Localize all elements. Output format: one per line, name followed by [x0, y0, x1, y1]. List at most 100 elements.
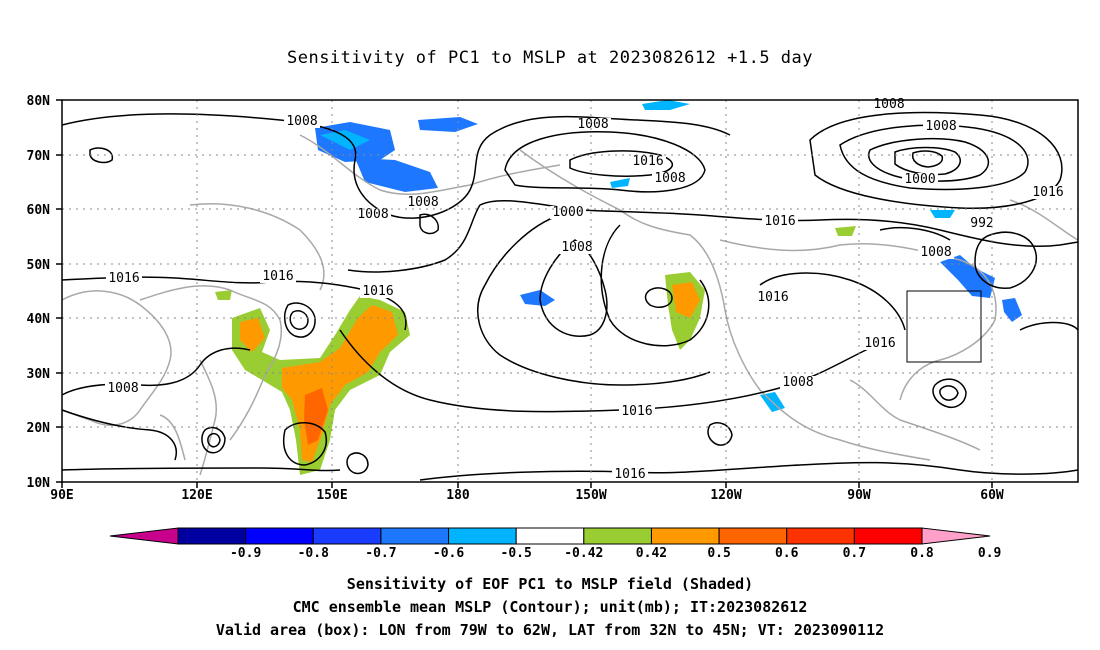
shade-blob — [930, 210, 955, 218]
lon-tick-label: 120E — [181, 488, 212, 503]
colorbar-box — [177, 527, 247, 545]
contour-label: 1000 — [904, 172, 935, 187]
contour-label-bg — [780, 376, 816, 389]
contour-label: 1008 — [920, 245, 951, 260]
contour-label-bg — [871, 98, 907, 111]
contour-label: 1016 — [262, 269, 293, 284]
shade-blob — [520, 290, 555, 306]
contour-label: 1016 — [1032, 185, 1063, 200]
contour-label: 1016 — [108, 271, 139, 286]
shade-blob — [418, 117, 478, 132]
contour-label-bg — [260, 270, 296, 283]
lon-tick-label: 90W — [847, 488, 871, 503]
colorbar-label: 0.6 — [775, 546, 799, 561]
colorbar-label: 0.5 — [707, 546, 730, 561]
colorbar-box — [380, 527, 450, 545]
contour-label: 1008 — [107, 381, 138, 396]
valid-area-box — [906, 290, 982, 363]
colorbar-label: -0.8 — [298, 546, 329, 561]
contour-label: 1008 — [577, 117, 608, 132]
coastlines — [61, 134, 1079, 476]
contour-label-bg — [612, 468, 648, 481]
lat-tick-label: 40N — [27, 312, 51, 327]
shade-blob — [355, 158, 438, 192]
caption-line-2: CMC ensemble mean MSLP (Contour); unit(m… — [292, 598, 808, 616]
contour-label-bg — [360, 285, 396, 298]
lat-tick-label: 80N — [27, 94, 51, 109]
colorbar-box — [245, 527, 314, 545]
contour-label: 1000 — [552, 205, 583, 220]
contour-label-bg — [405, 196, 441, 209]
contour-label: 1008 — [407, 195, 438, 210]
contour-label: 1008 — [782, 375, 813, 390]
contour-label: 1016 — [632, 154, 663, 169]
contour-label-bg — [968, 217, 996, 230]
contour-label: 1016 — [864, 336, 895, 351]
contour-label-bg — [619, 405, 655, 418]
contour-label-bg — [284, 115, 320, 128]
shade-blob — [940, 255, 995, 298]
caption-line-1: Sensitivity of EOF PC1 to MSLP field (Sh… — [346, 575, 754, 593]
contour-label: 1008 — [925, 119, 956, 134]
shade-blob — [240, 318, 265, 352]
contour-label-bg — [755, 291, 791, 304]
shade-blob — [610, 178, 630, 188]
lon-tick-label: 180 — [446, 488, 470, 503]
colorbar-label: 0.42 — [636, 546, 667, 561]
lon-tick-label: 60W — [980, 488, 1004, 503]
lat-tick-label: 50N — [27, 258, 51, 273]
contour-label-bg — [862, 337, 898, 350]
map-frame — [61, 99, 1079, 483]
contour-label-bg — [652, 172, 688, 185]
contour-label-bg — [575, 118, 611, 131]
chart-title: Sensitivity of PC1 to MSLP at 2023082612… — [286, 48, 813, 68]
lat-tick-label: 60N — [27, 203, 51, 218]
sensitivity-shading — [215, 100, 1022, 475]
shade-blob — [835, 226, 856, 236]
contour-label: 1008 — [654, 171, 685, 186]
colorbar-box — [583, 527, 652, 545]
shade-blob — [672, 282, 700, 318]
contour-label-bg — [355, 208, 391, 221]
colorbar-label: -0.9 — [230, 546, 261, 561]
colorbar-box — [515, 527, 585, 545]
colorbar-label: -0.42 — [564, 546, 603, 561]
contour-label: 1008 — [561, 240, 592, 255]
contour-label-bg — [1030, 186, 1066, 199]
colorbar-label: 0.7 — [843, 546, 866, 561]
contour-label-bg — [902, 173, 938, 186]
contour-label: 1008 — [357, 207, 388, 222]
contour-label-bg — [105, 382, 141, 395]
contour-label: 1016 — [362, 284, 393, 299]
contour-label-bg — [630, 155, 666, 168]
colorbar-box — [718, 527, 788, 545]
contour-label: 1016 — [614, 467, 645, 482]
shade-blob — [1002, 298, 1022, 322]
colorbar-low-arrow — [109, 527, 179, 545]
contour-label-bg — [923, 120, 959, 133]
contour-label-bg — [918, 246, 954, 259]
colorbar-label: 0.8 — [910, 546, 934, 561]
contour-label-bg — [762, 215, 798, 228]
lon-tick-label: 90E — [50, 488, 73, 503]
colorbar-box — [650, 527, 720, 545]
colorbar-box — [786, 527, 855, 545]
colorbar-box — [448, 527, 517, 545]
contour-label-bg — [559, 241, 595, 254]
colorbar-label: -0.6 — [433, 546, 464, 561]
lat-tick-label: 20N — [27, 421, 51, 436]
contour-label: 992 — [970, 216, 993, 231]
contour-label: 1016 — [757, 290, 788, 305]
lon-tick-label: 150W — [575, 488, 606, 503]
colorbar-label: -0.5 — [501, 546, 532, 561]
contour-labels: 1008 1008 1008 1008 1016 1016 1008 1016 1008 1000… — [105, 97, 1066, 482]
contour-label: 1008 — [286, 114, 317, 129]
lon-tick-label: 120W — [710, 488, 741, 503]
colorbar-high-arrow — [921, 527, 991, 545]
colorbar-label: -0.7 — [365, 546, 396, 561]
shade-blob — [304, 388, 328, 445]
contour-label-bg — [106, 272, 142, 285]
lat-tick-label: 70N — [27, 149, 51, 164]
lon-tick-label: 150E — [316, 488, 347, 503]
